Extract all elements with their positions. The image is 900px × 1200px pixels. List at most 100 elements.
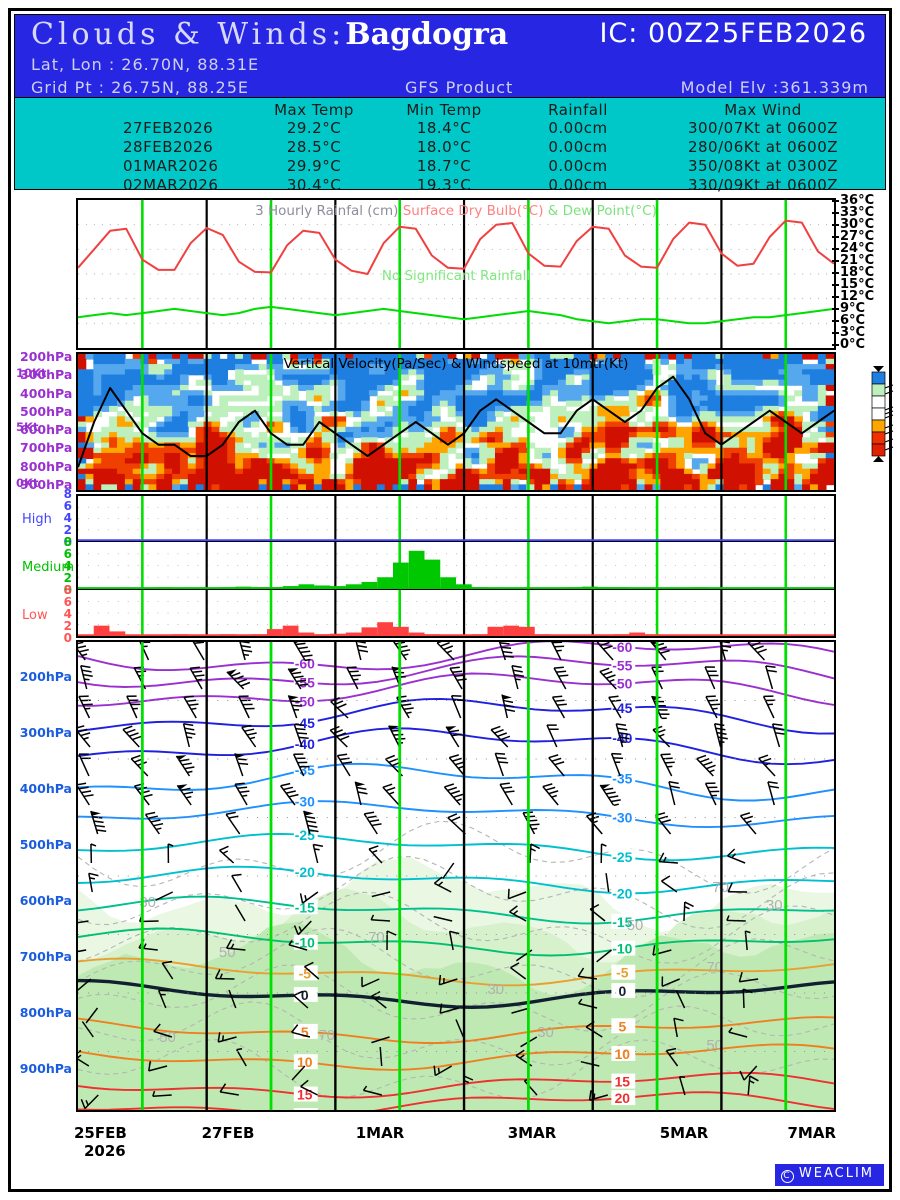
vv-axis-tick: 900hPa [20, 477, 73, 492]
svg-text:5: 5 [618, 1018, 626, 1034]
svg-text:-10: -10 [295, 935, 315, 951]
header-banner: Clouds & Winds:Bagdogra IC: 00Z25FEB2026… [14, 14, 886, 98]
row-min-temp: 18.0°C [416, 138, 472, 156]
row-max-temp: 29.9°C [286, 157, 342, 175]
axis-tick-mark [832, 332, 839, 334]
svg-text:30: 30 [537, 1024, 554, 1041]
svg-text:-25: -25 [612, 849, 632, 865]
axis-tick-mark [832, 308, 839, 310]
cross-axis-tick: 700hPa [19, 949, 72, 964]
temp-axis-tick: 6°C [840, 313, 866, 328]
vv-axis-tick: 500hPa [20, 403, 73, 419]
no-rainfall-annotation: No Significant Rainfall [381, 268, 531, 284]
svg-text:-25: -25 [295, 827, 315, 843]
temp-axis-tick: 36°C [840, 193, 875, 208]
svg-text:70: 70 [368, 929, 385, 946]
cloud-axis-tick: 0 [63, 583, 72, 597]
svg-text:-50: -50 [612, 676, 632, 692]
brand-label: WEACLIM [798, 1166, 874, 1181]
cross-axis-tick: 300hPa [19, 725, 72, 740]
temp-axis-tick: 33°C [840, 205, 875, 220]
vv-axis-tick: 700hPa [20, 440, 73, 456]
row-max-temp: 28.5°C [286, 138, 342, 156]
svg-text:10: 10 [615, 1046, 631, 1062]
col-header-min-temp: Min Temp [406, 101, 482, 119]
panel-surface-temperature: 3 Hourly Rainfal (cm) Surface Dry Bulb(°… [76, 198, 836, 350]
row-rainfall: 0.00cm [548, 119, 608, 137]
row-max-temp: 30.4°C [286, 176, 342, 194]
station-name: Bagdogra [345, 17, 509, 52]
windspeed-colorbar-legend [842, 362, 900, 482]
temp-axis-tick: 9°C [840, 301, 866, 316]
cross-axis-tick: 200hPa [19, 669, 72, 684]
cloud-axis-tick: 8 [63, 583, 72, 597]
cloud-group-label-high: High [22, 512, 52, 527]
table-row: 01MAR2026 29.9°C 18.7°C 0.00cm 350/08Kt … [15, 157, 885, 176]
date-axis-tick: 1MAR [355, 1124, 405, 1142]
gridpoint-text: Grid Pt : 26.75N, 88.25E [31, 78, 250, 97]
model-elevation: Model Elv :361.339m [680, 78, 869, 97]
cloud-axis-tick: 4 [63, 511, 72, 525]
cloud-group-label-low: Low [22, 608, 48, 623]
row-max-wind: 350/08Kt at 0300Z [687, 157, 839, 175]
temp-axis-tick: 18°C [840, 265, 875, 280]
svg-text:0: 0 [618, 983, 626, 999]
cloud-axis-tick: 2 [63, 619, 72, 633]
svg-text:-35: -35 [612, 771, 632, 787]
svg-text:-30: -30 [295, 793, 315, 809]
row-rainfall: 0.00cm [548, 176, 608, 194]
row-min-temp: 18.4°C [416, 119, 472, 137]
svg-text:-45: -45 [295, 715, 315, 731]
windspeed-legend-tick: 5Kt [16, 420, 39, 434]
table-row: 27FEB2026 29.2°C 18.4°C 0.00cm 300/07Kt … [15, 119, 885, 138]
axis-tick-mark [832, 260, 839, 262]
cloud-axis-tick: 6 [63, 595, 72, 609]
axis-tick-mark [832, 344, 839, 346]
forecast-table: Max Temp Min Temp Rainfall Max Wind 27FE… [14, 98, 886, 194]
row-max-wind: 330/09Kt at 0600Z [687, 176, 839, 194]
row-max-temp: 29.2°C [286, 119, 342, 137]
svg-text:30: 30 [487, 981, 504, 998]
temp-axis-tick: 24°C [840, 241, 875, 256]
table-row: 02MAR2026 30.4°C 19.3°C 0.00cm 330/09Kt … [15, 176, 885, 195]
svg-text:-20: -20 [612, 885, 632, 901]
axis-tick-mark [832, 212, 839, 214]
temp-axis-tick: 15°C [840, 277, 875, 292]
cloud-axis-tick: 4 [63, 607, 72, 621]
svg-text:15: 15 [615, 1074, 631, 1090]
svg-text:-15: -15 [612, 914, 632, 930]
table-row: 28FEB2026 28.5°C 18.0°C 0.00cm 280/06Kt … [15, 138, 885, 157]
row-date: 28FEB2026 [123, 138, 214, 156]
axis-tick-mark [832, 224, 839, 226]
date-axis-tick: 7MAR [787, 1124, 836, 1142]
svg-text:20: 20 [297, 1108, 313, 1110]
row-min-temp: 18.7°C [416, 157, 472, 175]
svg-text:70: 70 [318, 1027, 335, 1044]
col-header-max-wind: Max Wind [724, 101, 802, 119]
panel-upper-air-cross-section: -60 -60 -55 -55 -50 -50 -45 -45 -40 -40 -35 -35 -30-… [76, 640, 836, 1112]
axis-tick-mark [832, 236, 839, 238]
cloud-axis-tick: 2 [63, 523, 72, 537]
copyright-icon: C [780, 1170, 794, 1183]
panel-medium-cloud [76, 542, 836, 590]
axis-tick-mark [832, 296, 839, 298]
svg-text:-10: -10 [612, 941, 632, 957]
axis-tick-mark [832, 272, 839, 274]
windspeed-legend-tick: 10Kt [16, 366, 47, 380]
row-date: 27FEB2026 [123, 119, 214, 137]
cloud-axis-tick: 2 [63, 571, 72, 585]
cross-axis-tick: 900hPa [19, 1061, 72, 1076]
axis-tick-mark [832, 200, 839, 202]
svg-text:-60: -60 [295, 656, 315, 672]
svg-text:10: 10 [297, 1054, 313, 1070]
svg-text:0: 0 [301, 987, 309, 1003]
axis-tick-mark [832, 284, 839, 286]
row-rainfall: 0.00cm [548, 138, 608, 156]
cloud-axis-tick: 6 [63, 499, 72, 513]
row-date: 01MAR2026 [123, 157, 219, 175]
svg-text:50: 50 [706, 1037, 723, 1054]
date-axis-tick: 25FEB [74, 1124, 127, 1142]
temp-axis-tick: 21°C [840, 253, 875, 268]
cloud-axis-tick: 8 [63, 487, 72, 501]
